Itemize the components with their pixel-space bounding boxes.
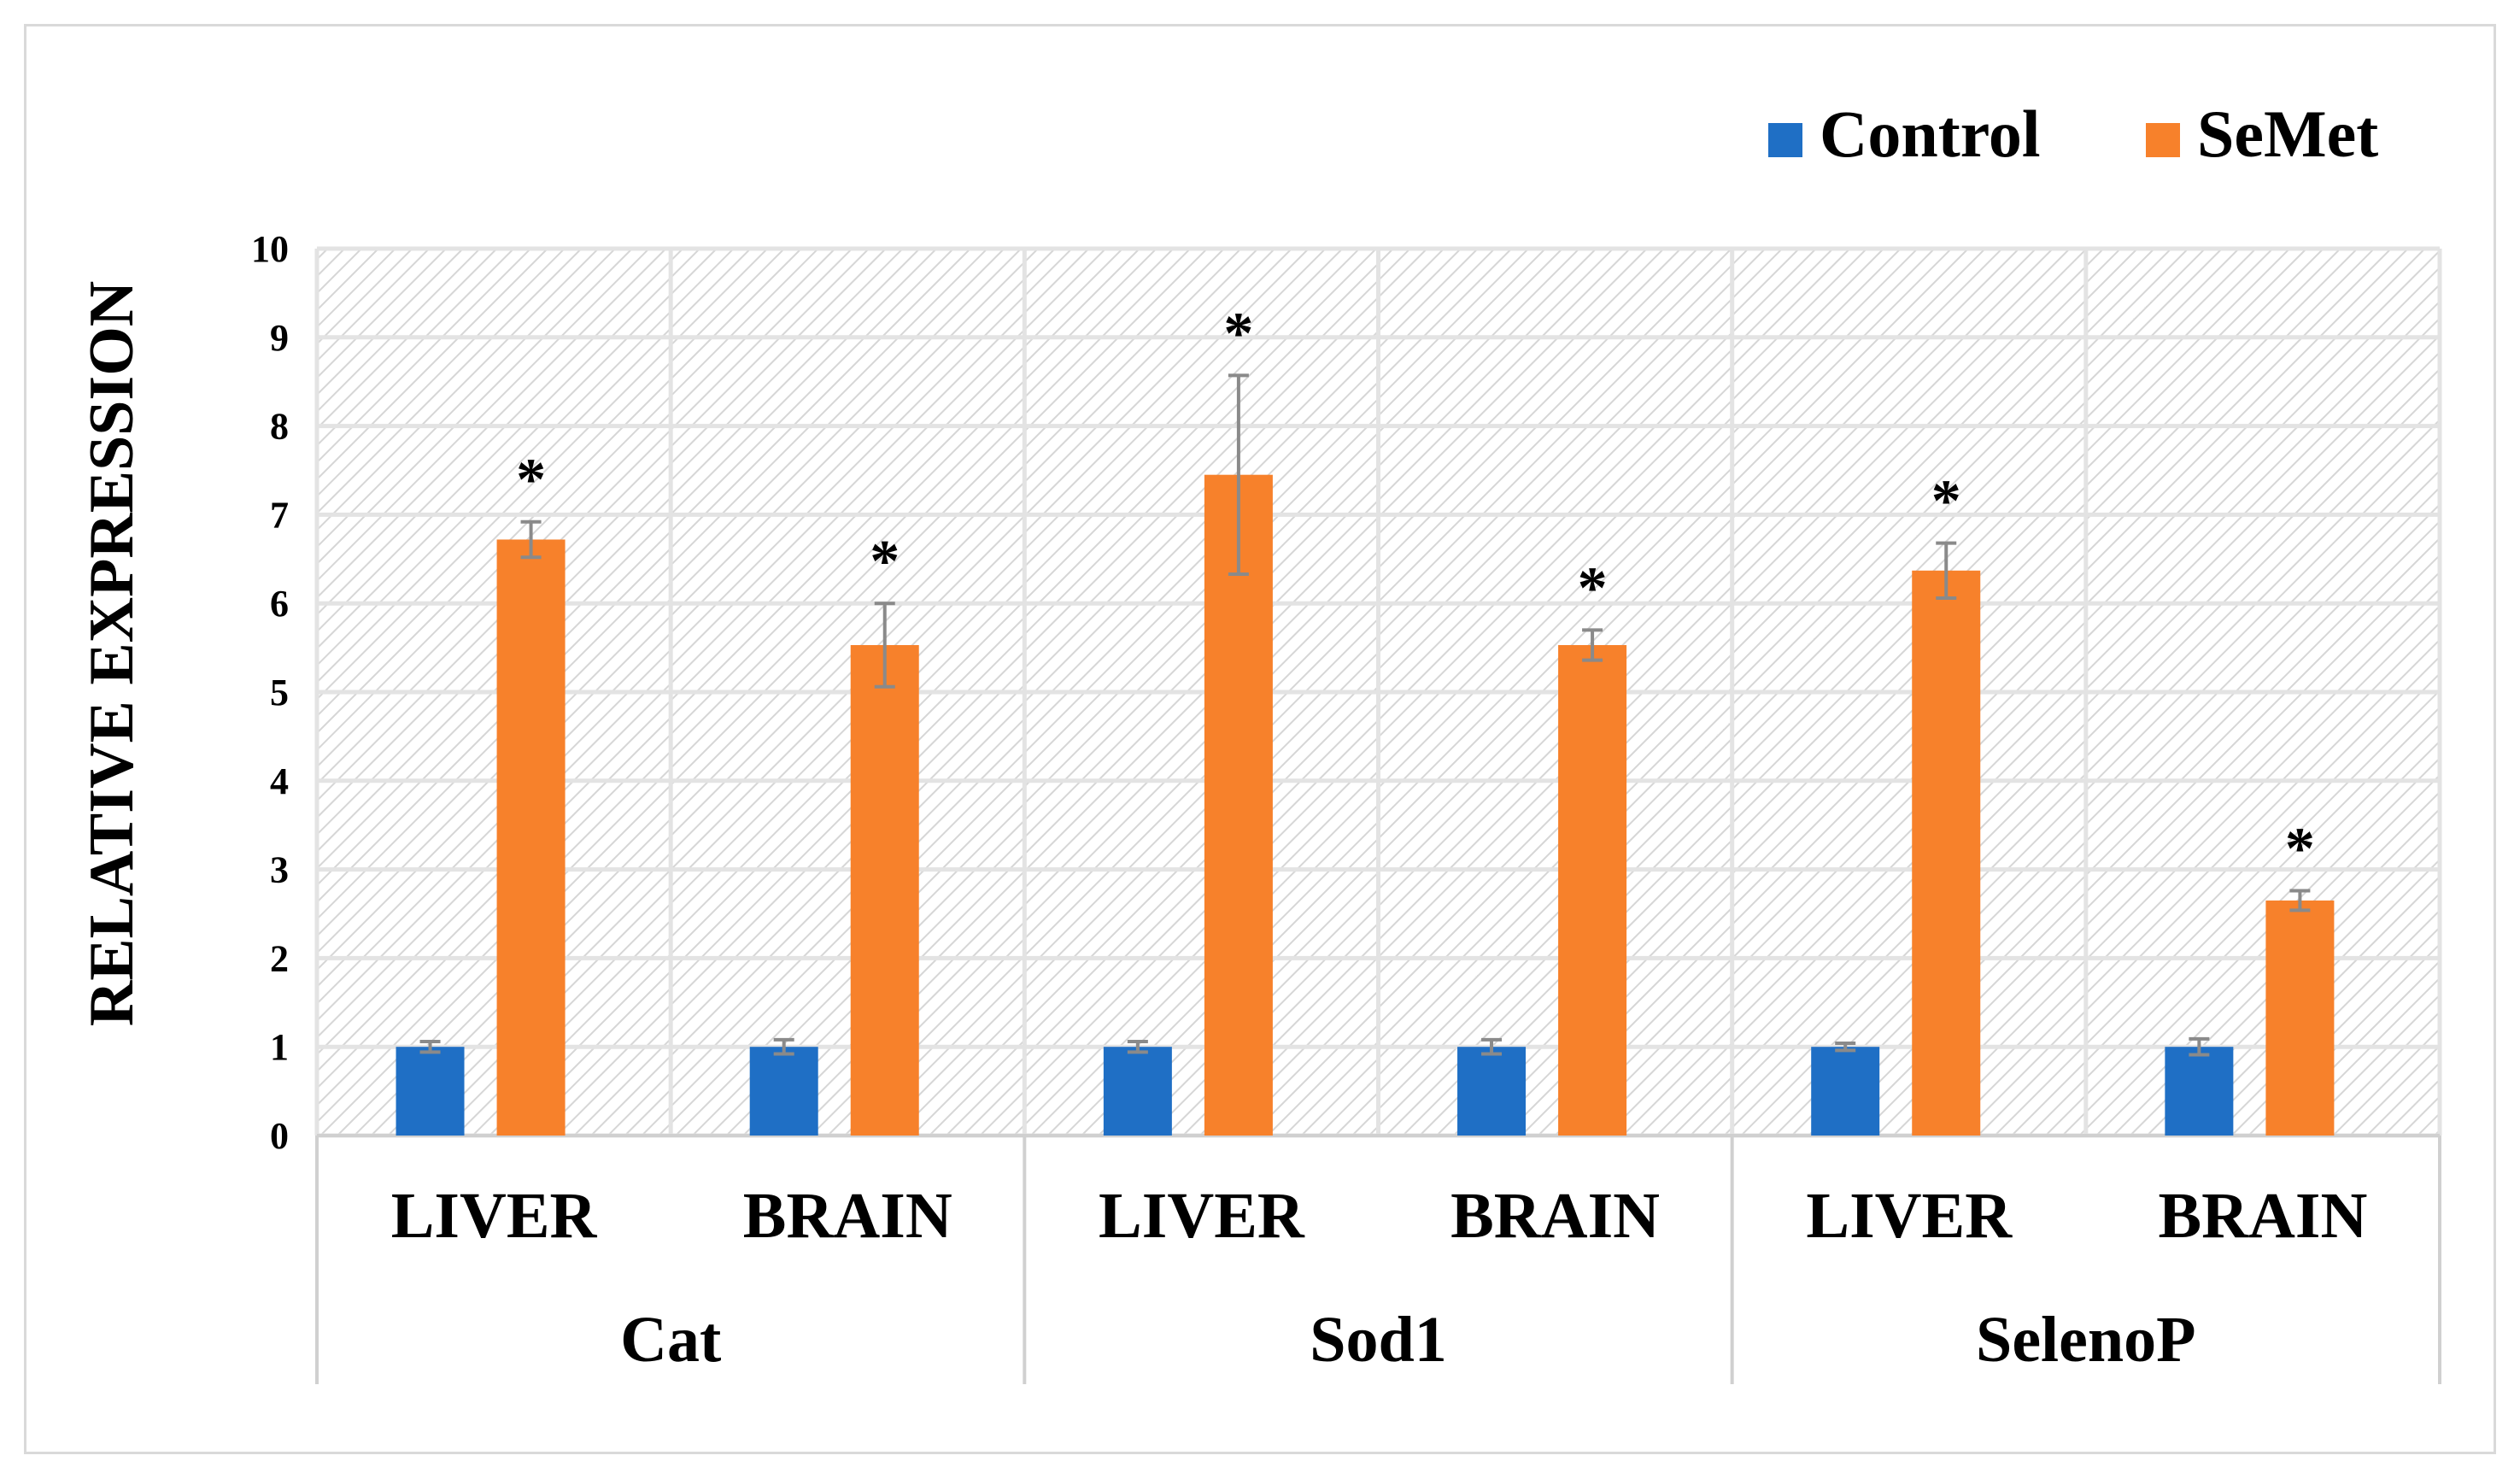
y-axis-title: RELATIVE EXPRESSION bbox=[77, 281, 147, 1026]
y-tick-label: 3 bbox=[270, 849, 289, 891]
legend-label-semet: SeMet bbox=[2197, 97, 2378, 171]
y-tick-label: 7 bbox=[270, 494, 289, 536]
significance-marker: * bbox=[1931, 469, 1961, 535]
y-tick-label: 0 bbox=[270, 1115, 289, 1157]
bar-control bbox=[749, 1047, 818, 1136]
group-label: Cat bbox=[620, 1304, 721, 1376]
group-label: Sod1 bbox=[1310, 1304, 1447, 1376]
bar-control bbox=[1457, 1047, 1527, 1136]
y-tick-label: 8 bbox=[270, 406, 289, 448]
x-tick-label: BRAIN bbox=[2158, 1180, 2367, 1252]
significance-marker: * bbox=[1578, 555, 1608, 621]
y-tick-label: 2 bbox=[270, 937, 289, 979]
x-tick-label: LIVER bbox=[391, 1180, 598, 1252]
bar-semet bbox=[2265, 900, 2335, 1136]
y-tick-label: 5 bbox=[270, 672, 289, 713]
bar-semet bbox=[1912, 570, 1981, 1136]
y-tick-label: 4 bbox=[270, 760, 289, 802]
x-tick-label: BRAIN bbox=[1450, 1180, 1660, 1252]
bar-semet bbox=[1558, 644, 1627, 1136]
group-label: SelenoP bbox=[1976, 1304, 2196, 1376]
x-axis-labels: LIVER BRAIN LIVER BRAIN LIVER BRAIN Cat Sod1 Sel… bbox=[315, 1136, 2441, 1384]
y-tick-label: 6 bbox=[270, 583, 289, 625]
bar-semet bbox=[496, 539, 566, 1136]
bar-control bbox=[1811, 1047, 1880, 1136]
y-axis-ticks: 0 1 2 3 4 5 6 7 8 9 10 bbox=[251, 228, 289, 1157]
significance-marker: * bbox=[516, 448, 546, 514]
x-tick-label: LIVER bbox=[1806, 1180, 2013, 1252]
legend-swatch-semet bbox=[2146, 123, 2180, 157]
legend-label-control: Control bbox=[1820, 97, 2041, 171]
bar-semet bbox=[850, 644, 919, 1136]
legend-swatch-control bbox=[1768, 123, 1802, 157]
y-tick-label: 9 bbox=[270, 317, 289, 359]
bar-control bbox=[1103, 1047, 1172, 1136]
bar-control bbox=[396, 1047, 465, 1136]
legend: Control SeMet bbox=[1768, 97, 2378, 171]
significance-marker: * bbox=[2285, 817, 2315, 883]
significance-marker: * bbox=[1223, 301, 1253, 367]
y-tick-label: 1 bbox=[270, 1026, 289, 1068]
bar-control bbox=[2165, 1047, 2234, 1136]
bar-semet bbox=[1204, 474, 1273, 1136]
bars: * * * * * * bbox=[396, 301, 2335, 1136]
x-tick-label: BRAIN bbox=[743, 1180, 952, 1252]
y-tick-label: 10 bbox=[251, 228, 289, 270]
significance-marker: * bbox=[870, 529, 900, 595]
gridlines bbox=[314, 246, 2442, 1138]
x-tick-label: LIVER bbox=[1099, 1180, 1305, 1252]
